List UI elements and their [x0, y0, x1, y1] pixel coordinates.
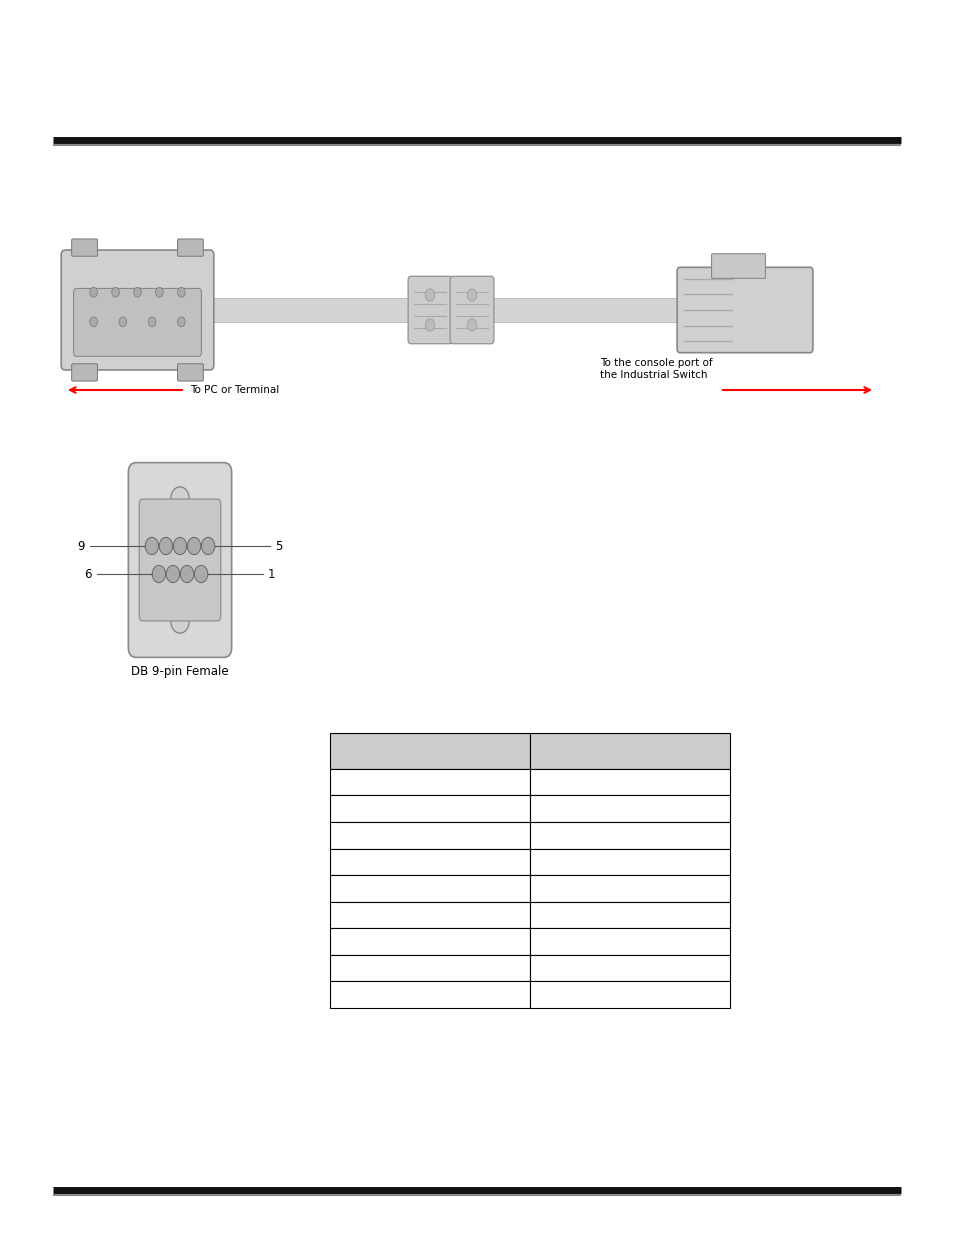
Circle shape: [467, 319, 476, 331]
Circle shape: [171, 609, 189, 634]
Circle shape: [145, 537, 158, 555]
FancyBboxPatch shape: [129, 463, 232, 657]
FancyBboxPatch shape: [177, 364, 203, 382]
FancyBboxPatch shape: [530, 768, 729, 795]
Circle shape: [112, 288, 119, 298]
Circle shape: [201, 537, 214, 555]
Text: To PC or Terminal: To PC or Terminal: [190, 385, 279, 395]
Circle shape: [148, 317, 155, 327]
Circle shape: [194, 566, 208, 583]
FancyBboxPatch shape: [205, 298, 679, 322]
FancyBboxPatch shape: [330, 929, 530, 955]
FancyBboxPatch shape: [330, 848, 530, 876]
FancyBboxPatch shape: [330, 823, 530, 848]
FancyBboxPatch shape: [530, 955, 729, 982]
Circle shape: [171, 487, 189, 511]
Circle shape: [177, 288, 185, 298]
Circle shape: [159, 537, 172, 555]
FancyBboxPatch shape: [530, 734, 729, 768]
Circle shape: [152, 566, 166, 583]
FancyBboxPatch shape: [530, 823, 729, 848]
Text: DB 9-pin Female: DB 9-pin Female: [132, 664, 229, 678]
FancyBboxPatch shape: [71, 364, 97, 382]
Circle shape: [187, 537, 200, 555]
FancyBboxPatch shape: [530, 876, 729, 902]
Circle shape: [133, 288, 141, 298]
Circle shape: [177, 317, 185, 327]
FancyBboxPatch shape: [330, 768, 530, 795]
FancyBboxPatch shape: [139, 499, 220, 621]
FancyBboxPatch shape: [330, 795, 530, 823]
FancyBboxPatch shape: [330, 876, 530, 902]
FancyBboxPatch shape: [408, 277, 452, 343]
FancyBboxPatch shape: [73, 289, 201, 357]
Text: 5: 5: [274, 540, 282, 552]
FancyBboxPatch shape: [330, 982, 530, 1008]
Circle shape: [173, 537, 187, 555]
FancyBboxPatch shape: [450, 277, 494, 343]
Circle shape: [119, 317, 127, 327]
Text: 1: 1: [268, 568, 275, 580]
FancyBboxPatch shape: [177, 238, 203, 256]
FancyBboxPatch shape: [330, 734, 530, 768]
Circle shape: [425, 289, 435, 301]
FancyBboxPatch shape: [71, 238, 97, 256]
Circle shape: [90, 317, 97, 327]
Text: To the console port of
the Industrial Switch: To the console port of the Industrial Sw…: [599, 358, 712, 379]
FancyBboxPatch shape: [330, 902, 530, 929]
Text: 9: 9: [77, 540, 85, 552]
Text: 6: 6: [85, 568, 92, 580]
FancyBboxPatch shape: [711, 253, 764, 278]
Circle shape: [166, 566, 179, 583]
Circle shape: [425, 319, 435, 331]
FancyBboxPatch shape: [530, 848, 729, 876]
FancyBboxPatch shape: [530, 795, 729, 823]
Circle shape: [155, 288, 163, 298]
Circle shape: [467, 289, 476, 301]
Circle shape: [90, 288, 97, 298]
FancyBboxPatch shape: [530, 929, 729, 955]
FancyBboxPatch shape: [677, 267, 812, 353]
FancyBboxPatch shape: [530, 982, 729, 1008]
FancyBboxPatch shape: [530, 902, 729, 929]
Circle shape: [180, 566, 193, 583]
FancyBboxPatch shape: [330, 955, 530, 982]
FancyBboxPatch shape: [61, 249, 213, 370]
